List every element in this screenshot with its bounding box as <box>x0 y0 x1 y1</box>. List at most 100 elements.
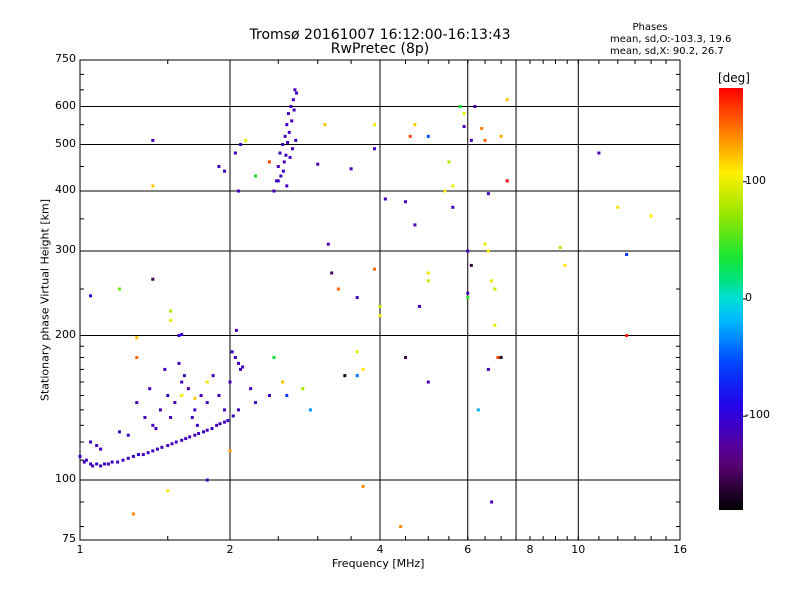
data-point <box>426 271 430 275</box>
data-point <box>308 408 312 412</box>
data-point <box>462 112 466 116</box>
y-tick-label: 300 <box>55 243 76 256</box>
data-point <box>202 430 206 434</box>
data-point <box>361 367 365 371</box>
data-point <box>141 453 145 457</box>
data-point <box>95 462 99 466</box>
data-point <box>458 105 462 109</box>
data-point <box>276 164 280 168</box>
data-point <box>466 249 470 253</box>
data-point <box>292 108 296 112</box>
data-point <box>205 428 209 432</box>
data-point <box>170 442 174 446</box>
data-point <box>126 433 130 437</box>
data-point <box>117 287 121 291</box>
phases-o-mode: mean, sd,O:-103.3, 19.6 <box>610 34 732 45</box>
data-point <box>193 433 197 437</box>
data-point <box>378 304 382 308</box>
data-point <box>499 134 503 138</box>
data-point <box>373 267 377 271</box>
data-point <box>276 179 280 183</box>
y-tick-label: 500 <box>55 136 76 150</box>
data-point <box>597 151 601 155</box>
data-point <box>239 367 243 371</box>
data-point <box>78 454 82 458</box>
data-point <box>158 408 162 412</box>
data-point <box>272 189 276 193</box>
data-point <box>169 318 173 322</box>
data-point <box>486 249 490 253</box>
data-point <box>476 408 480 412</box>
data-point <box>326 242 330 246</box>
data-point <box>184 437 188 441</box>
data-point <box>285 123 289 127</box>
data-point <box>426 279 430 283</box>
data-point <box>236 189 240 193</box>
data-point <box>493 287 497 291</box>
data-point <box>205 478 209 482</box>
data-point <box>174 440 178 444</box>
data-point <box>490 500 494 504</box>
data-point <box>426 380 430 384</box>
data-point <box>486 192 490 196</box>
data-point <box>378 314 382 318</box>
data-point <box>267 160 271 164</box>
x-axis-label: Frequency [MHz] <box>332 557 425 570</box>
data-point <box>135 336 139 340</box>
phases-x-mode: mean, sd,X: 90.2, 26.7 <box>610 46 724 57</box>
data-point <box>103 462 107 466</box>
data-point <box>451 184 455 188</box>
data-point <box>285 184 289 188</box>
data-point <box>228 449 232 453</box>
data-point <box>234 328 238 332</box>
data-point <box>197 432 201 436</box>
data-point <box>355 296 359 300</box>
data-point <box>233 151 237 155</box>
data-point <box>177 361 181 365</box>
data-point <box>151 184 155 188</box>
data-point <box>349 167 353 171</box>
data-point <box>136 453 140 457</box>
data-point <box>205 401 209 405</box>
data-point <box>249 387 253 391</box>
data-point <box>89 294 93 298</box>
data-point <box>121 458 125 462</box>
data-point <box>253 401 257 405</box>
data-point <box>408 134 412 138</box>
data-point <box>289 105 293 109</box>
x-tick-label: 10 <box>571 543 586 556</box>
data-point <box>173 401 177 405</box>
data-point <box>180 394 184 398</box>
data-point <box>649 214 653 218</box>
data-point <box>426 134 430 138</box>
colorbar-tick-label: 0 <box>745 291 752 304</box>
data-point <box>236 408 240 412</box>
data-point <box>286 140 290 144</box>
data-point <box>131 454 135 458</box>
data-point <box>505 98 509 102</box>
data-point <box>177 334 181 338</box>
data-point <box>505 179 509 183</box>
data-point <box>355 350 359 354</box>
data-point <box>281 380 285 384</box>
data-point <box>294 138 298 142</box>
data-point <box>117 430 121 434</box>
data-point <box>163 367 167 371</box>
data-point <box>223 169 227 173</box>
data-point <box>563 263 567 267</box>
x-tick-label: 6 <box>464 543 472 556</box>
data-point <box>355 374 359 378</box>
data-point <box>625 253 629 257</box>
data-point <box>116 460 120 464</box>
data-point <box>284 153 288 157</box>
data-point <box>625 334 629 338</box>
data-point <box>151 277 155 281</box>
data-point <box>483 138 487 142</box>
colorbar <box>719 88 743 510</box>
data-point <box>239 143 243 147</box>
data-point <box>186 387 190 391</box>
x-tick-label: 1 <box>76 543 84 556</box>
data-point <box>188 435 192 439</box>
data-point <box>253 174 257 178</box>
